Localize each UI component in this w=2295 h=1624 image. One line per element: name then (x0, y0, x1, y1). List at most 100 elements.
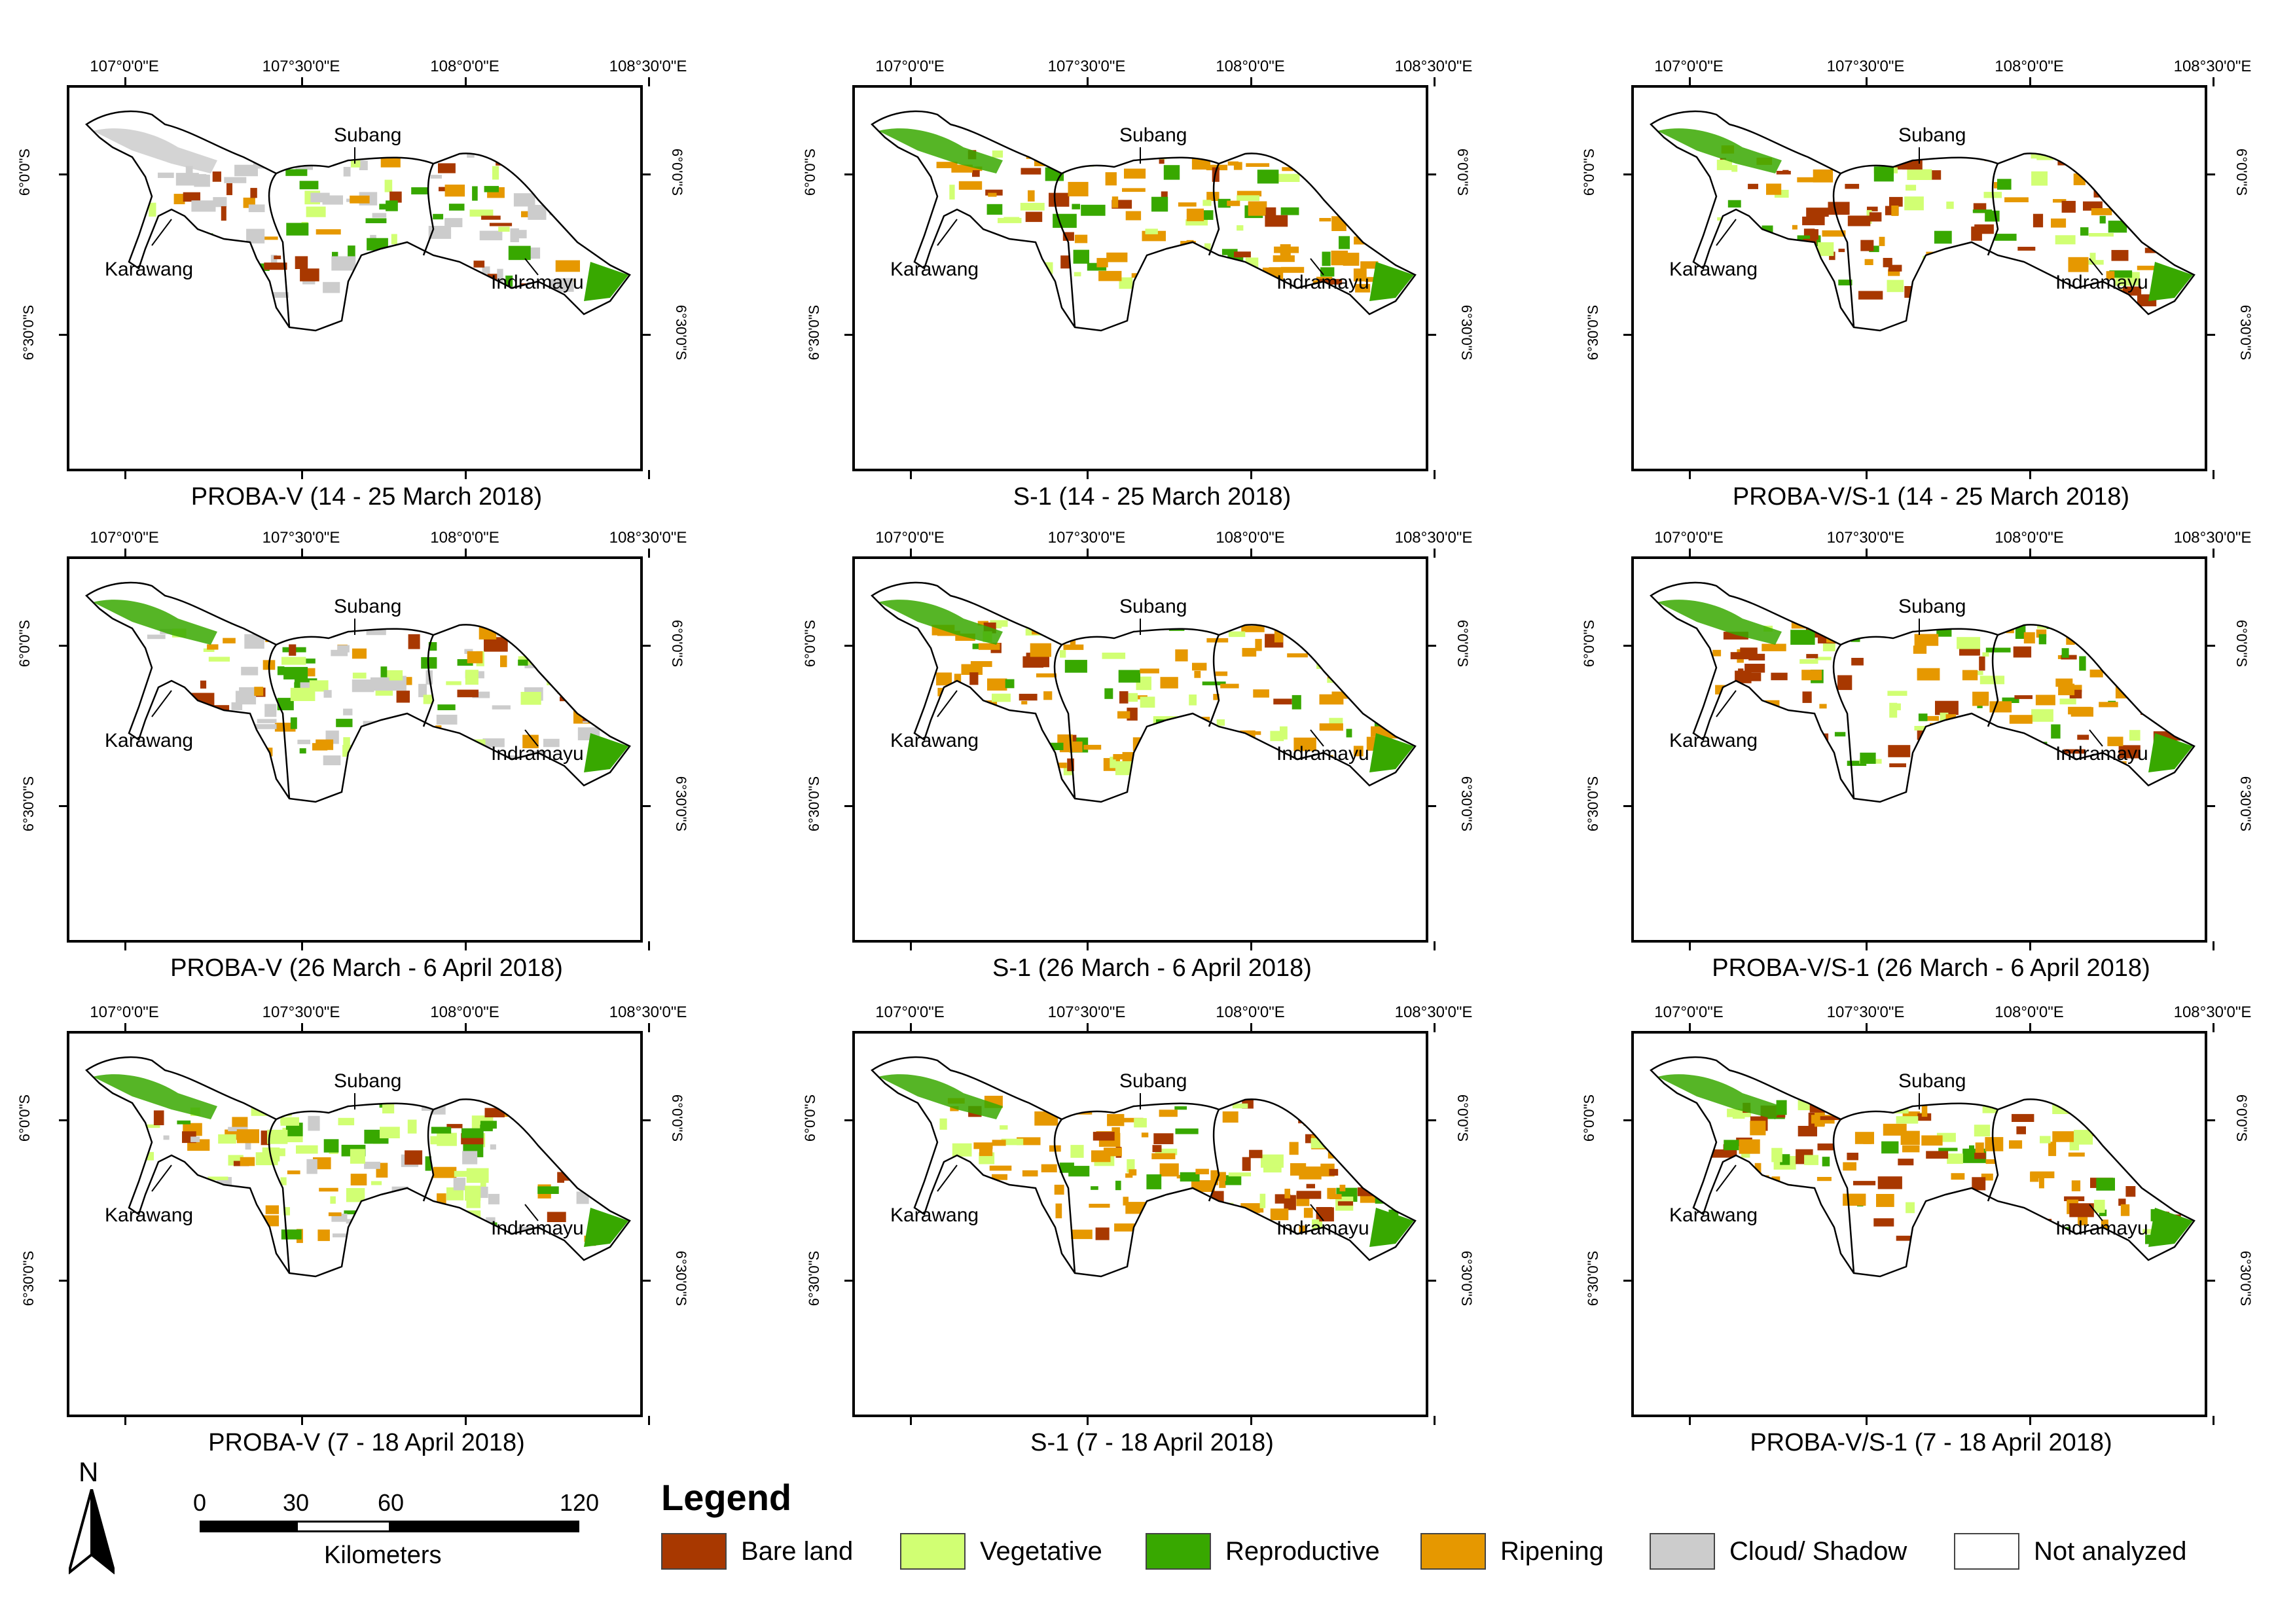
tick (1689, 1416, 1691, 1425)
lat-label-right: 6°0'0"S (1455, 1094, 1472, 1142)
tick (124, 941, 126, 950)
lat-label-right: 6°0'0"S (669, 619, 686, 668)
district-label-karawang: Karawang (105, 259, 194, 280)
tick (1623, 334, 1633, 336)
panel-caption: S-1 (26 March - 6 April 2018) (992, 954, 1312, 982)
tick (465, 1023, 467, 1032)
tick (2213, 941, 2214, 950)
district-label-subang: Subang (334, 596, 402, 617)
lat-label-right: 6°30'0"S (2237, 1250, 2254, 1307)
map-panel: 107°0'0"E 107°30'0"E 108°0'0"E 108°30'0"E 6°… (802, 491, 1499, 988)
district-label-karawang: Karawang (105, 730, 194, 751)
tick (124, 1416, 126, 1425)
tick (59, 805, 68, 807)
lon-label: 108°0'0"E (1216, 1003, 1285, 1021)
legend-swatch (1420, 1533, 1486, 1570)
classification-map (85, 1056, 631, 1278)
lat-label-left: 6°0'0"S (16, 1094, 33, 1142)
tick (1866, 470, 1868, 479)
tick (910, 549, 912, 558)
tick (2206, 334, 2215, 336)
tick (1866, 77, 1868, 86)
lat-label-left: 6°0'0"S (802, 148, 819, 196)
lat-label-right: 6°30'0"S (2237, 776, 2254, 832)
tick (1427, 334, 1436, 336)
tick (844, 645, 854, 647)
district-label-indramayu: Indramayu (2055, 272, 2148, 293)
map-panel: 107°0'0"E 107°30'0"E 108°0'0"E 108°30'0"E 6°… (802, 20, 1499, 517)
scale-label-60: 60 (377, 1489, 405, 1516)
tick (1250, 549, 1252, 558)
legend-title: Legend (661, 1477, 792, 1518)
tick (124, 549, 126, 558)
classification-map (871, 1056, 1417, 1278)
lat-label-left: 6°30'0"S (20, 776, 37, 832)
tick (1434, 1023, 1436, 1032)
district-label-indramayu: Indramayu (2055, 1218, 2148, 1239)
lon-label: 108°0'0"E (1216, 58, 1285, 75)
lat-label-right: 6°30'0"S (673, 776, 690, 832)
tick (301, 470, 303, 479)
classification-map (1650, 581, 2196, 803)
district-label-karawang: Karawang (105, 1204, 194, 1226)
panel-caption: PROBA-V/S-1 (26 March - 6 April 2018) (1712, 954, 2150, 982)
tick (301, 941, 303, 950)
lon-label: 108°0'0"E (430, 58, 499, 75)
classification-map (1650, 110, 2196, 332)
tick (1250, 77, 1252, 86)
lat-label-left: 6°0'0"S (1581, 148, 1598, 196)
scale-segment-1 (200, 1521, 296, 1532)
tick (1434, 470, 1436, 479)
lat-label-right: 6°30'0"S (673, 304, 690, 361)
legend-label: Bare land (741, 1536, 854, 1566)
tick (1250, 470, 1252, 479)
district-label-indramayu: Indramayu (2055, 743, 2148, 765)
lat-label-left: 6°30'0"S (20, 1250, 37, 1307)
scale-label-120: 120 (559, 1489, 600, 1516)
lon-label: 107°0'0"E (1654, 1003, 1724, 1021)
lon-label: 107°30'0"E (1826, 58, 1905, 75)
district-label-indramayu: Indramayu (491, 1218, 584, 1239)
district-label-subang: Subang (334, 1070, 402, 1092)
lon-label: 107°0'0"E (875, 529, 945, 547)
scale-segment-2 (296, 1521, 391, 1532)
tick (1689, 941, 1691, 950)
legend-label: Ripening (1500, 1536, 1604, 1566)
tick (844, 334, 854, 336)
legend-label: Not analyzed (2034, 1536, 2187, 1566)
lat-label-left: 6°30'0"S (806, 776, 823, 832)
legend-item: Ripening (1420, 1533, 1604, 1570)
tick (465, 941, 467, 950)
tick (648, 470, 650, 479)
tick (844, 173, 854, 175)
tick (648, 1416, 650, 1425)
tick (465, 77, 467, 86)
tick (1689, 470, 1691, 479)
tick (2206, 1280, 2215, 1282)
tick (1427, 1119, 1436, 1121)
legend-label: Cloud/ Shadow (1729, 1536, 1907, 1566)
legend-swatch (1650, 1533, 1715, 1570)
scale-unit: Kilometers (324, 1542, 442, 1569)
lon-label: 108°0'0"E (1995, 58, 2064, 75)
lat-label-left: 6°0'0"S (802, 1094, 819, 1142)
lat-label-right: 6°30'0"S (1458, 1250, 1475, 1307)
scale-label-0: 0 (192, 1489, 207, 1516)
tick (844, 1280, 854, 1282)
lon-label: 107°30'0"E (262, 58, 340, 75)
classification-map (871, 110, 1417, 332)
tick (1434, 549, 1436, 558)
classification-map (1650, 1056, 2196, 1278)
lat-label-right: 6°0'0"S (669, 148, 686, 196)
tick (642, 1119, 651, 1121)
lat-label-right: 6°0'0"S (2233, 1094, 2250, 1142)
tick (1623, 1119, 1633, 1121)
tick (1623, 805, 1633, 807)
lon-label: 107°0'0"E (875, 1003, 945, 1021)
tick (1427, 805, 1436, 807)
tick (2029, 77, 2031, 86)
lon-label: 107°30'0"E (1826, 1003, 1905, 1021)
tick (1866, 549, 1868, 558)
tick (844, 805, 854, 807)
tick (1087, 470, 1089, 479)
